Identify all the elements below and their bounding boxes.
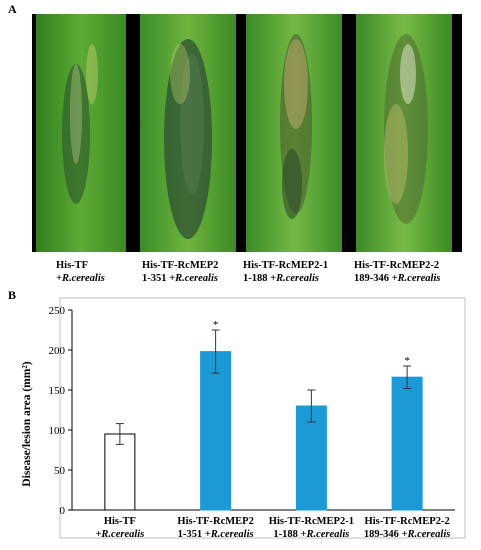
- significance-marker: *: [213, 319, 219, 331]
- bar: [295, 405, 327, 511]
- y-tick-label: 200: [49, 345, 66, 357]
- y-tick-label: 100: [49, 425, 66, 437]
- x-tick-label-sub: 189-346 +R.cerealis: [364, 529, 450, 540]
- y-tick-label: 50: [54, 465, 66, 477]
- leaf-label-his-tf-rcmep2-2: His-TF-RcMEP2-2 189-346 +R.cerealis: [354, 260, 441, 284]
- y-axis-label: Disease/lesion area (mm²): [21, 361, 33, 486]
- plot-frame: [59, 297, 466, 539]
- bar: [200, 351, 232, 511]
- x-tick-label: His-TF-RcMEP2-1: [269, 516, 354, 527]
- significance-marker: *: [404, 355, 410, 367]
- panel-a-label: A: [8, 2, 17, 16]
- lesion-area-bar-chart: * * 0 50 100 150 200 250 His-TF +R.cerealis His-…: [21, 297, 466, 540]
- leaf-photo-his-tf: [36, 14, 126, 252]
- x-tick-label: His-TF-RcMEP2-2: [365, 516, 450, 527]
- leaf-photo-his-tf-rcmep2-2: [356, 14, 452, 252]
- leaf-label-his-tf-rcmep2: His-TF-RcMEP2 1-351 +R.cerealis: [142, 260, 219, 284]
- leaf-label-his-tf: His-TF +R.cerealis: [56, 260, 105, 284]
- x-tick-label: His-TF-RcMEP2: [177, 516, 253, 527]
- x-tick-label-sub: 1-351 +R.cerealis: [178, 529, 254, 540]
- x-tick-label-sub: +R.cerealis: [95, 529, 144, 540]
- leaf-photo-his-tf-rcmep2-1: [246, 14, 342, 252]
- y-tick-label: 0: [60, 505, 66, 517]
- leaf-label-his-tf-rcmep2-1: His-TF-RcMEP2-1 1-188 +R.cerealis: [243, 260, 329, 284]
- y-tick-label: 150: [49, 385, 66, 397]
- bar: [104, 433, 136, 511]
- y-tick-label: 250: [49, 305, 66, 317]
- x-tick-label-sub: 1-188 +R.cerealis: [273, 529, 349, 540]
- x-tick-label: His-TF: [104, 516, 136, 527]
- panel-b-label: B: [8, 288, 17, 302]
- leaf-photo-his-tf-rcmep2: [140, 14, 236, 252]
- bar: [391, 376, 423, 511]
